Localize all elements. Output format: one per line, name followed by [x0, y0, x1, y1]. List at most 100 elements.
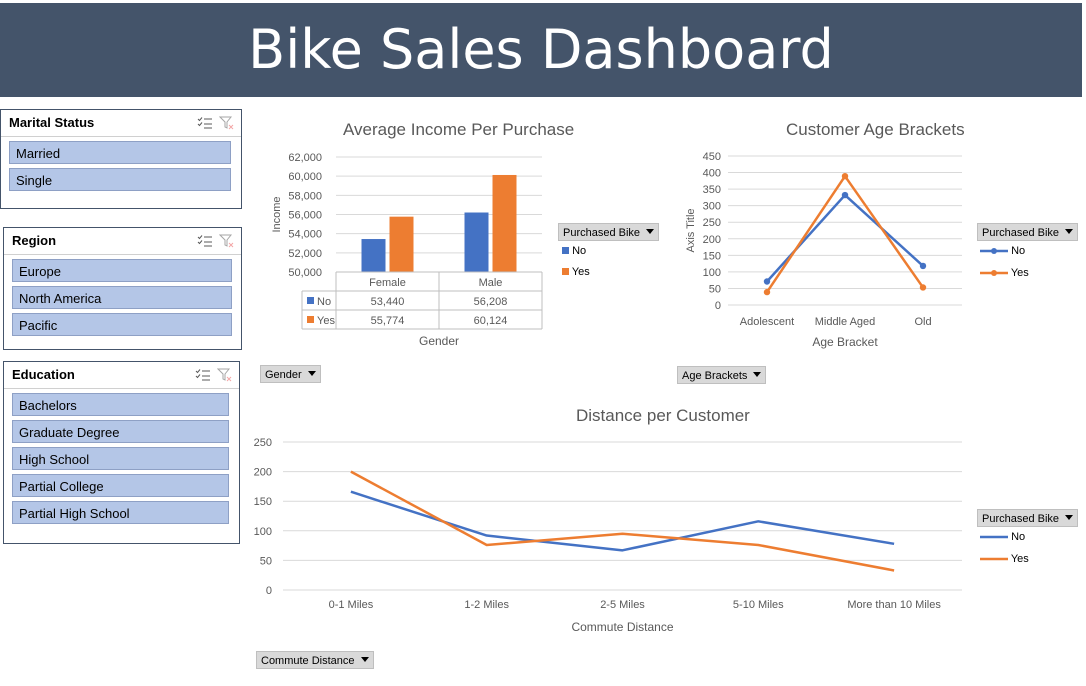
multi-select-icon[interactable] — [197, 116, 213, 130]
legend-field-label: Purchased Bike — [982, 227, 1060, 239]
legend-label: Yes — [1010, 267, 1029, 279]
slicer-header: Marital Status — [1, 110, 241, 137]
field-button-label: Gender — [265, 369, 302, 381]
bar-no-male — [464, 212, 489, 272]
slicer-item-pacific[interactable]: Pacific — [12, 313, 232, 336]
legend-label: No — [572, 245, 587, 257]
slicer-header: Education — [4, 362, 239, 389]
slicer-item-graduate-degree[interactable]: Graduate Degree — [12, 420, 229, 443]
x-tick-label: Adolescent — [740, 316, 794, 328]
commute-distance-field-button[interactable]: Commute Distance — [256, 651, 374, 669]
x-axis-label: Age Bracket — [812, 335, 878, 349]
clear-filter-icon[interactable] — [219, 116, 235, 130]
slicer-item-single[interactable]: Single — [9, 168, 231, 191]
point-no — [841, 191, 849, 199]
data-label: 56,208 — [474, 296, 508, 308]
legend-item-yes: Yes — [562, 266, 590, 278]
table-key-swatch — [307, 316, 314, 323]
legend-swatch-yes — [562, 268, 569, 275]
legend-item-no: No — [980, 245, 1025, 257]
y-tick-label: 58,000 — [288, 190, 322, 202]
bar-yes-male — [492, 174, 517, 272]
slicer-title: Education — [12, 367, 75, 382]
y-tick-label: 150 — [703, 250, 721, 262]
slicer-header: Region — [4, 228, 241, 255]
legend-label: Yes — [1010, 553, 1029, 565]
y-tick-label: 100 — [254, 526, 272, 538]
multi-select-icon[interactable] — [195, 368, 211, 382]
bar-no-female — [361, 239, 386, 272]
slicer-education: Education Bachelors Graduate Degree High… — [3, 361, 240, 544]
data-label: 60,124 — [474, 315, 508, 327]
y-tick-label: 60,000 — [288, 171, 322, 183]
series-line-yes — [350, 470, 895, 572]
header-banner: Bike Sales Dashboard — [0, 3, 1082, 97]
slicer-item-north-america[interactable]: North America — [12, 286, 232, 309]
age-chart: 0 50 100 150 200 250 300 350 400 450 Adolescent Mid… — [685, 151, 962, 349]
clear-filter-icon[interactable] — [219, 234, 235, 248]
x-tick-label: Middle Aged — [815, 316, 876, 328]
distance-chart-title: Distance per Customer — [576, 406, 750, 425]
y-tick-label: 56,000 — [288, 210, 322, 222]
clear-filter-icon[interactable] — [217, 368, 233, 382]
y-tick-label: 52,000 — [288, 248, 322, 260]
y-tick-label: 50 — [709, 283, 721, 295]
y-tick-label: 200 — [254, 467, 272, 479]
y-tick-label: 50 — [260, 555, 272, 567]
slicer-region: Region Europe North America Pacific — [3, 227, 242, 350]
point-no — [763, 278, 771, 285]
x-tick-label: 2-5 Miles — [600, 599, 645, 611]
legend-field-button[interactable]: Purchased Bike — [977, 223, 1079, 241]
series-line-no — [350, 490, 895, 552]
table-series-label: No — [317, 296, 331, 308]
slicer-item-europe[interactable]: Europe — [12, 259, 232, 282]
slicer-item-married[interactable]: Married — [9, 141, 231, 164]
y-tick-label: 50,000 — [288, 267, 322, 279]
multi-select-icon[interactable] — [197, 234, 213, 248]
x-axis-label: Commute Distance — [571, 620, 673, 634]
dropdown-arrow-icon — [753, 372, 762, 377]
slicer-marital-status: Marital Status Married Single — [0, 109, 242, 209]
y-tick-label: 0 — [715, 300, 721, 312]
x-tick-label: 5-10 Miles — [733, 599, 784, 611]
point-yes — [919, 284, 927, 291]
dropdown-arrow-icon — [646, 229, 655, 234]
y-tick-label: 250 — [254, 437, 272, 449]
dropdown-arrow-icon — [1065, 229, 1074, 234]
legend-item-no: No — [562, 245, 586, 257]
y-tick-label: 350 — [703, 184, 721, 196]
dropdown-arrow-icon — [360, 657, 369, 662]
legend-field-label: Purchased Bike — [563, 227, 641, 239]
y-axis-label: Axis Title — [685, 208, 697, 252]
legend-field-button[interactable]: Purchased Bike — [977, 509, 1079, 527]
bar-yes-female — [389, 216, 414, 272]
legend-label: No — [1011, 531, 1026, 543]
category-label: Female — [369, 277, 406, 289]
y-tick-label: 250 — [703, 217, 721, 229]
point-yes — [763, 288, 771, 296]
x-tick-label: More than 10 Miles — [847, 599, 941, 611]
legend-label: Yes — [571, 266, 590, 278]
legend-field-button[interactable]: Purchased Bike — [558, 223, 660, 241]
point-yes — [841, 172, 849, 180]
slicer-item-partial-college[interactable]: Partial College — [12, 474, 229, 497]
table-key-swatch — [307, 297, 314, 304]
slicer-item-partial-high-school[interactable]: Partial High School — [12, 501, 229, 524]
field-button-label: Commute Distance — [261, 655, 355, 667]
category-label: Male — [479, 277, 503, 289]
legend-field-label: Purchased Bike — [982, 513, 1060, 525]
y-tick-label: 450 — [703, 151, 721, 163]
slicer-item-bachelors[interactable]: Bachelors — [12, 393, 229, 416]
legend-item-no: No — [980, 531, 1025, 543]
legend-marker-yes — [980, 270, 1008, 277]
legend-label: No — [1011, 245, 1026, 257]
point-no — [919, 262, 927, 270]
y-tick-label: 54,000 — [288, 229, 322, 241]
age-brackets-field-button[interactable]: Age Brackets — [677, 366, 767, 384]
gender-field-button[interactable]: Gender — [260, 365, 321, 383]
legend-swatch-no — [562, 247, 569, 254]
y-tick-label: 0 — [266, 585, 272, 597]
x-tick-label: 1-2 Miles — [464, 599, 509, 611]
slicer-item-high-school[interactable]: High School — [12, 447, 229, 470]
data-label: 55,774 — [371, 315, 405, 327]
